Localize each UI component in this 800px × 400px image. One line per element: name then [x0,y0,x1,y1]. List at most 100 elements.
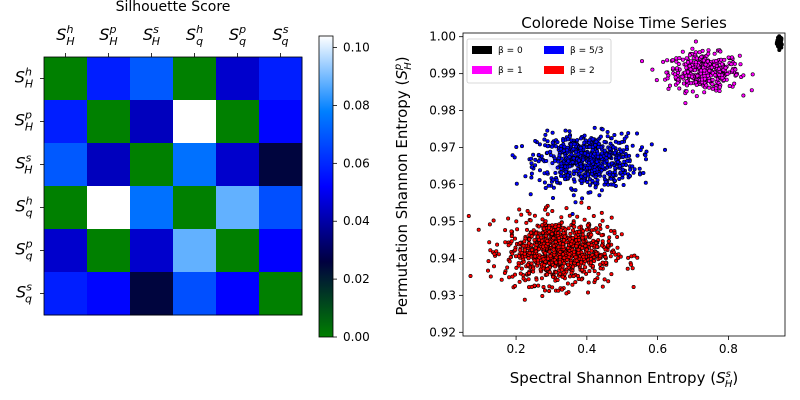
heatmap-cell [87,143,131,187]
scatter-point [718,49,723,54]
scatter-point [542,288,547,293]
scatter-series [466,200,640,302]
scatter-point [579,168,584,173]
scatter-point [524,227,529,232]
heatmap-cell [44,143,88,187]
scatter-point [699,54,704,59]
scatter-point [726,55,731,60]
scatter-point [564,291,569,296]
scatter-point [543,207,548,212]
scatter-point [495,242,500,247]
heatmap-panel: Silhouette Score Sh H Sp H Ss H Sh q Sp q Ss q Sh HS… [15,0,303,316]
scatter-point [547,249,552,254]
scatter-point [717,89,722,94]
scatter-point [514,265,519,270]
scatter-point [534,277,539,282]
scatter-point [674,66,679,71]
scatter-point [587,165,592,170]
heatmap-column-label: Sh q [186,23,203,48]
scatter-point [528,230,533,235]
scatter-point [526,270,531,275]
scatter-point [529,284,534,289]
scatter-point [572,179,577,184]
heatmap-cell [216,272,260,316]
scatter-point [535,258,540,263]
scatter-point [598,226,603,231]
scatter-point [573,150,578,155]
scatter-point [551,185,556,190]
scatter-point [544,159,549,164]
scatter-point [702,90,707,95]
scatter-point [558,228,563,233]
heatmap-row-label: Sh q [15,195,32,220]
scatter-point [503,228,508,233]
scatter-point [576,276,581,281]
scatter-point [576,262,581,267]
heatmap-cell [259,57,303,101]
scatter-y-tick-label: 1.00 [429,30,456,44]
scatter-point [649,142,654,147]
scatter-point [547,284,552,289]
scatter-point [702,68,707,73]
scatter-point [684,56,689,61]
scatter-point [561,238,566,243]
scatter-point [549,231,554,236]
colorbar-tick-label: 0.00 [343,330,370,344]
scatter-point [563,227,568,232]
scatter-point [625,266,630,271]
scatter-point [581,229,586,234]
scatter-point [587,183,592,188]
scatter-point [685,69,690,74]
scatter-point [689,74,694,79]
scatter-point [569,152,574,157]
scatter-point [627,174,632,179]
scatter-point [606,239,611,244]
scatter-point [545,144,550,149]
scatter-point [729,62,734,67]
scatter-point [666,86,671,91]
scatter-point [528,218,533,223]
scatter-point [487,222,492,227]
legend-items: β = 0 β = 5/3 β = 1 β = 2 [472,46,604,76]
scatter-point [532,213,537,218]
scatter-point [553,144,558,149]
scatter-point [565,137,570,142]
scatter-point [533,231,538,236]
scatter-point [570,228,575,233]
scatter-x-tick-label: 0.4 [577,342,596,356]
scatter-point [719,57,724,62]
scatter-point [630,164,635,169]
scatter-point [717,73,722,78]
scatter-point [556,245,561,250]
scatter-point [554,260,559,265]
scatter-point [571,274,576,279]
scatter-point [551,177,556,182]
scatter-point [727,84,732,89]
scatter-point [569,142,574,147]
scatter-point [573,280,578,285]
scatter-point [518,271,523,276]
scatter-point [690,89,695,94]
heatmap-cell [87,57,131,101]
scatter-point [587,269,592,274]
scatter-point [522,297,527,302]
heatmap-row-labels: Sh H Sp H Ss H Sh q Sp q Ss q [15,66,44,306]
scatter-point [580,246,585,251]
scatter-point [518,241,523,246]
heatmap-cell [173,143,217,187]
legend-label: β = 2 [570,66,595,76]
scatter-point [603,260,608,265]
scatter-point [588,190,593,195]
heatmap-cell [130,100,174,144]
scatter-point [514,219,519,224]
scatter-point [578,164,583,169]
scatter-point [499,277,504,282]
scatter-x-tick-label: 0.8 [719,342,738,356]
scatter-point [684,65,689,70]
scatter-point [661,59,666,64]
scatter-point [580,235,585,240]
scatter-point [531,266,536,271]
scatter-point [543,251,548,256]
scatter-point [545,170,550,175]
